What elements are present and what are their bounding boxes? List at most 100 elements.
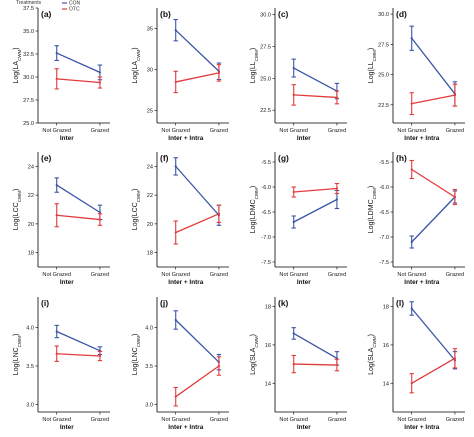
y-tick-label: -6.5	[379, 210, 389, 216]
data-point-otc	[98, 218, 102, 221]
x-tick-label: Not Grazed	[161, 272, 190, 278]
y-tick-label: -7.5	[379, 260, 389, 266]
panel-k: 14 16 18 Not Grazed Grazed Inter Log(SLACWM) (k…	[250, 297, 347, 431]
x-axis-title: Inter + Intra	[404, 424, 439, 431]
y-tick-label: -7.0	[379, 235, 389, 241]
series-line-otc	[175, 72, 220, 83]
x-axis-title: Inter	[60, 279, 74, 286]
data-point-otc	[292, 93, 295, 96]
x-tick-label: Not Grazed	[161, 417, 190, 423]
y-tick-label: 22.5	[260, 108, 271, 114]
y-tick-label: -7.5	[261, 260, 271, 266]
panel-label: (h)	[396, 153, 407, 163]
y-tick-label: -7.0	[261, 235, 271, 241]
data-point-con	[174, 29, 177, 32]
x-tick-label: Not Grazed	[279, 128, 308, 134]
panel-c: 22.5 25.0 27.5 30.0 Not Grazed Grazed Inter Log…	[250, 8, 347, 142]
series-line-otc	[293, 94, 337, 99]
data-point-otc	[410, 382, 413, 385]
series-line-con	[293, 67, 338, 92]
y-tick-label: 27.5	[23, 98, 34, 104]
y-tick-label: 25	[147, 109, 153, 115]
data-point-con	[410, 37, 413, 40]
x-tick-label: Grazed	[328, 128, 346, 134]
data-point-otc	[453, 94, 457, 97]
x-tick-label: Not Grazed	[397, 417, 426, 423]
data-point-con	[292, 220, 295, 224]
y-tick-label: 20	[147, 222, 153, 228]
x-axis-title: Inter + Intra	[168, 135, 203, 142]
x-tick-label: Not Grazed	[42, 128, 71, 134]
y-tick-label: -6.0	[261, 185, 271, 191]
series-line-con	[293, 198, 338, 223]
x-axis-title: Inter + Intra	[404, 279, 439, 286]
x-tick-label: Grazed	[210, 128, 228, 134]
x-tick-label: Grazed	[328, 272, 346, 278]
data-point-con	[410, 240, 413, 244]
y-tick-label: 27.5	[260, 44, 271, 50]
y-tick-label: 14	[383, 381, 389, 387]
data-point-con	[55, 51, 58, 55]
x-axis-title: Inter	[297, 135, 311, 142]
y-tick-label: 30.0	[260, 12, 271, 18]
data-point-otc	[453, 195, 457, 199]
data-point-otc	[98, 81, 102, 84]
x-tick-label: Not Grazed	[397, 128, 426, 134]
panel-label: (i)	[41, 298, 49, 308]
y-tick-label: 25.0	[378, 73, 389, 79]
panel-label: (c)	[278, 9, 289, 19]
y-tick-label: -6.5	[261, 210, 271, 216]
data-point-con	[292, 66, 295, 70]
y-axis-title: Log(LDMCCWM)	[250, 186, 259, 233]
data-point-con	[174, 318, 177, 322]
x-axis-title: Inter + Intra	[404, 135, 439, 142]
y-tick-label: 22	[28, 193, 34, 199]
series-line-otc	[175, 365, 220, 398]
series-line-con	[411, 308, 456, 361]
y-tick-label: 4.0	[26, 326, 34, 332]
series-line-con	[56, 184, 101, 213]
data-point-otc	[98, 354, 102, 358]
panel-label: (l)	[396, 298, 404, 308]
y-tick-label: 18	[147, 251, 153, 257]
data-point-con	[174, 165, 177, 168]
data-point-otc	[55, 214, 58, 217]
y-tick-label: 30.0	[378, 12, 389, 18]
data-point-otc	[55, 352, 58, 355]
y-axis-title: Log(SLACWM)	[250, 334, 259, 375]
y-tick-label: -5.5	[261, 160, 271, 166]
series-line-con	[175, 165, 220, 216]
x-axis-title: Inter + Intra	[168, 424, 203, 431]
y-tick-label: 16	[265, 343, 271, 349]
y-tick-label: 3.0	[145, 402, 153, 408]
data-point-otc	[174, 80, 177, 84]
series-line-con	[293, 332, 338, 359]
panel-label: (j)	[160, 298, 168, 308]
y-tick-label: 3.5	[26, 364, 34, 370]
x-tick-label: Grazed	[91, 417, 109, 423]
x-tick-label: Grazed	[328, 417, 346, 423]
x-tick-label: Grazed	[446, 272, 464, 278]
y-tick-label: -5.5	[379, 160, 389, 166]
y-tick-label: 30	[147, 68, 153, 74]
panel-label: (a)	[41, 9, 52, 19]
y-tick-label: 27.5	[378, 42, 389, 48]
series-line-con	[411, 196, 456, 243]
y-axis-title: Log(LLCWM)	[368, 48, 377, 83]
data-point-con	[335, 198, 339, 201]
y-tick-label: 24	[147, 164, 153, 170]
data-point-otc	[335, 96, 339, 99]
data-point-otc	[217, 212, 221, 215]
panel-j: 3.0 3.5 4.0 Not Grazed Grazed Inter + Intra Lo…	[132, 297, 229, 431]
series-line-con	[175, 319, 220, 363]
x-axis-title: Inter	[60, 135, 74, 142]
y-tick-label: 18	[28, 251, 34, 257]
y-axis-title: Log(SLACWM)	[368, 334, 377, 375]
y-tick-label: 20	[28, 222, 34, 228]
data-point-otc	[174, 231, 177, 234]
x-axis-title: Inter	[60, 424, 74, 431]
panel-label: (e)	[41, 153, 52, 163]
y-axis-title: Log(LNCCWM)	[132, 334, 141, 376]
series-line-otc	[56, 353, 100, 357]
